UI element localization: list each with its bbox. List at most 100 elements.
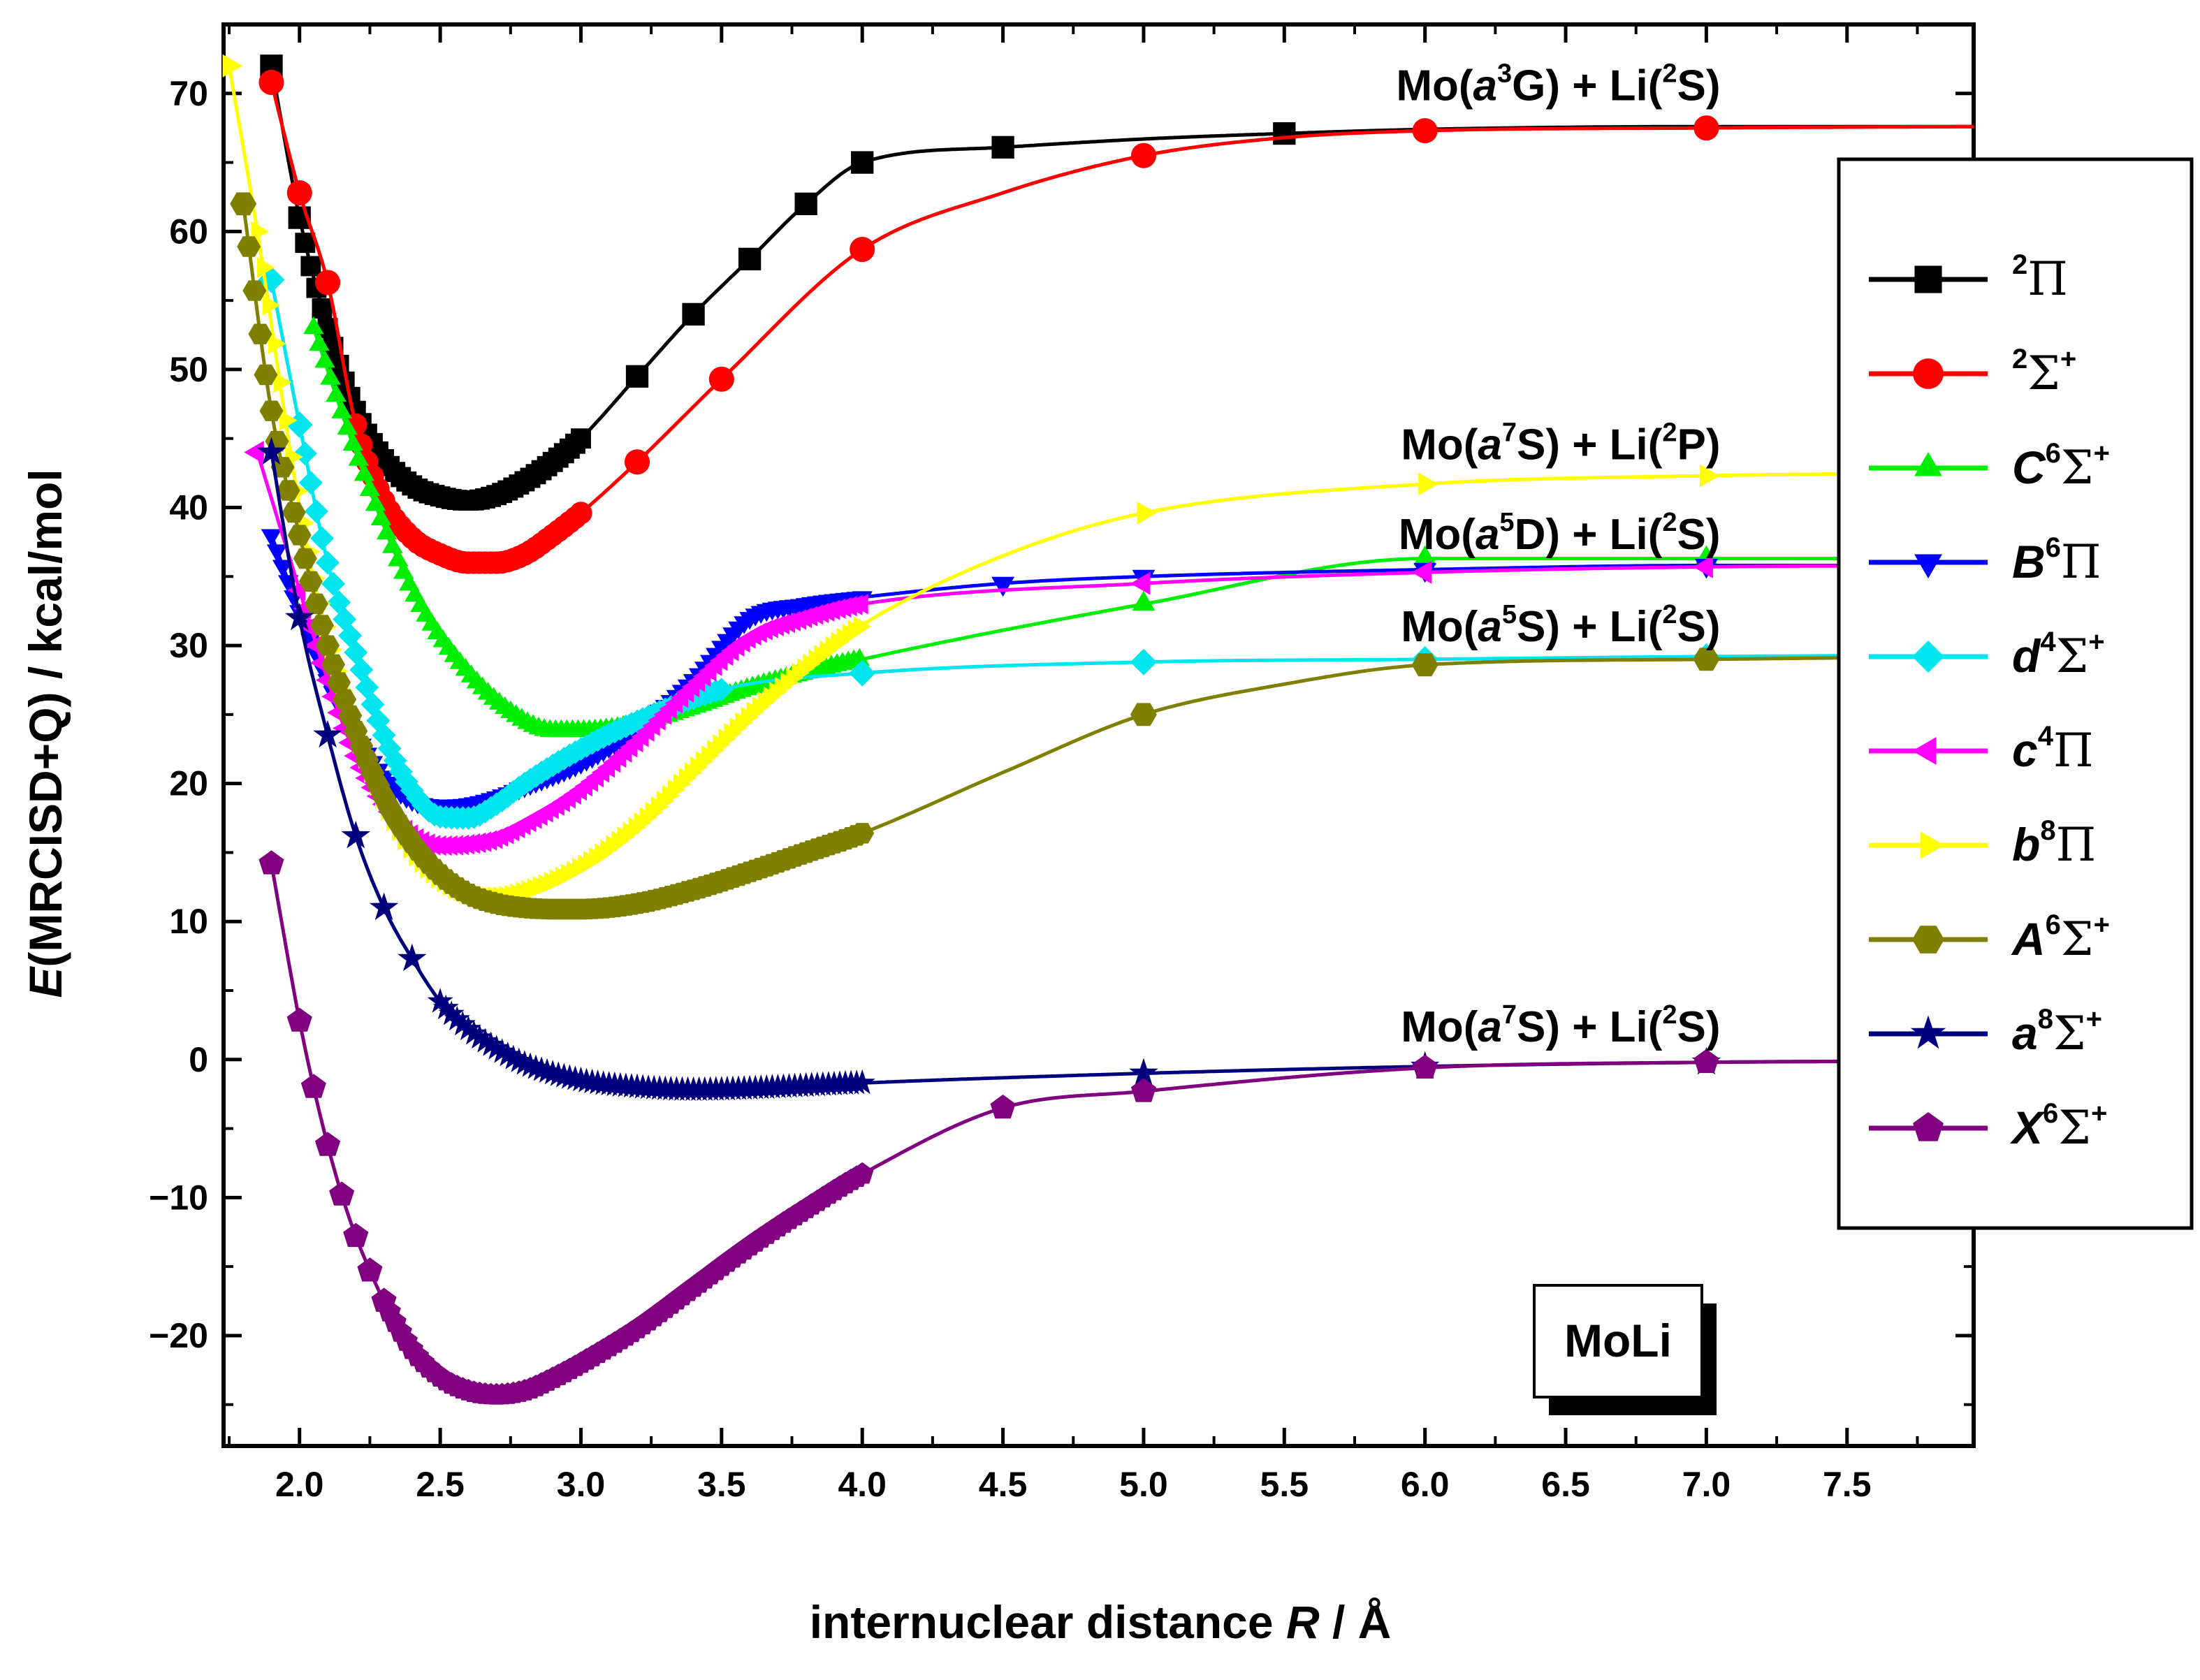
x-axis-title-prefix: internuclear distance: [810, 1596, 1286, 1648]
series-7: [230, 192, 1974, 920]
data-point: [370, 507, 392, 525]
legend-label: c4Π: [2012, 721, 2094, 777]
legend-item: A6Σ+: [1869, 910, 2110, 966]
data-point: [293, 441, 317, 466]
legend-symmetry: Π: [2053, 724, 2094, 777]
data-point: [849, 659, 876, 687]
x-tick-label: 2.5: [416, 1465, 465, 1504]
data-point: [455, 1015, 481, 1041]
data-point: [256, 257, 275, 278]
legend-letter: C: [2012, 441, 2046, 493]
data-point: [1411, 653, 1438, 677]
data-point: [1693, 555, 1713, 578]
dissociation-label-pre: Mo(: [1399, 511, 1476, 559]
data-point: [320, 367, 341, 385]
dissociation-label-post: S): [1677, 1003, 1721, 1051]
dissociation-label: Mo(a5S) + Li(2S): [1401, 600, 1720, 651]
x-tick-label: 3.0: [557, 1465, 606, 1504]
dissociation-label-a: a: [1476, 511, 1499, 559]
data-point: [303, 316, 324, 335]
data-point: [1693, 648, 1720, 671]
x-tick-label: 4.0: [838, 1465, 887, 1504]
legend-symmetry: Π: [2027, 252, 2068, 306]
legend-symmetry: Σ: [2027, 346, 2060, 400]
dissociation-label: Mo(a5D) + Li(2S): [1399, 508, 1721, 559]
dissociation-labels: Mo(a3G) + Li(2S)Mo(a7S) + Li(2P)Mo(a5D) …: [1396, 59, 1720, 1051]
data-point: [348, 448, 369, 466]
legend-multiplicity: 4: [2040, 627, 2056, 657]
molecule-label: MoLi: [1564, 1315, 1672, 1366]
legend-symmetry: Π: [2056, 818, 2097, 872]
legend-multiplicity: 4: [2038, 721, 2054, 752]
dissociation-label-a: a: [1473, 62, 1496, 110]
data-point: [276, 480, 300, 501]
data-point: [376, 521, 398, 540]
data-point: [1137, 502, 1157, 525]
data-point: [483, 1035, 510, 1060]
data-point: [991, 576, 1014, 597]
data-point: [381, 535, 403, 553]
dissociation-label-sup2: 2: [1662, 600, 1677, 629]
data-point: [1130, 143, 1156, 168]
data-point: [427, 988, 453, 1013]
dissociation-label-sup1: 3: [1497, 59, 1512, 89]
data-point: [316, 635, 340, 656]
data-point: [341, 820, 371, 849]
legend-label: a8Σ+: [2012, 1004, 2102, 1060]
data-point: [304, 635, 323, 656]
data-point: [287, 580, 306, 601]
molecule-label-box: MoLi: [1533, 1284, 1717, 1415]
dissociation-label-sup2: 2: [1662, 59, 1677, 89]
data-point: [850, 823, 875, 844]
y-tick-label: −20: [149, 1316, 208, 1355]
y-tick-label: 70: [169, 74, 208, 113]
legend-marker: [1914, 554, 1942, 578]
x-tick-label: 2.0: [275, 1465, 324, 1504]
data-point: [321, 654, 346, 675]
legend-label: A6Σ+: [2011, 910, 2110, 966]
data-point: [282, 502, 306, 523]
dissociation-label-sup2: 2: [1662, 1000, 1677, 1030]
data-point: [274, 372, 292, 393]
dissociation-label-pre: Mo(: [1396, 62, 1473, 110]
data-point: [237, 236, 261, 257]
x-tick-label: 5.0: [1119, 1465, 1168, 1504]
data-point: [314, 270, 341, 295]
legend-charge: +: [2091, 1098, 2107, 1129]
data-point: [369, 892, 399, 921]
y-axis-title-rest: (MRCISD+Q) / kcal/mol: [20, 469, 71, 967]
data-point: [853, 616, 872, 637]
legend-label: d4Σ+: [2012, 627, 2105, 683]
data-point: [354, 463, 375, 481]
y-tick-label: 0: [189, 1040, 208, 1079]
dissociation-label-pre: Mo(: [1401, 603, 1478, 651]
plot-frame: [221, 22, 1976, 1448]
legend-marker: [1910, 1015, 1946, 1049]
legend-label: 2Π: [2012, 249, 2068, 306]
y-axis-title: E(MRCISD+Q) / kcal/mol: [20, 469, 71, 998]
data-point: [244, 441, 264, 464]
data-point: [708, 366, 734, 392]
series-5: [244, 441, 1974, 856]
dissociation-label-mid: G) + Li(: [1512, 62, 1663, 110]
data-point: [990, 1094, 1016, 1119]
data-point: [849, 648, 870, 666]
legend-label: b8Π: [2012, 815, 2096, 872]
data-point: [298, 471, 323, 495]
data-point: [625, 365, 649, 388]
legend-item: 2Π: [1869, 249, 2068, 306]
data-point: [272, 560, 293, 578]
data-point: [478, 1031, 504, 1056]
data-point: [444, 1005, 470, 1031]
legend-box: [1837, 157, 2194, 1230]
data-point: [495, 1042, 521, 1067]
data-point: [460, 1020, 487, 1045]
x-axis-title-var: R: [1286, 1596, 1320, 1648]
data-point: [1411, 560, 1432, 584]
data-point: [357, 1257, 383, 1282]
data-point: [571, 428, 591, 449]
data-point: [1130, 571, 1151, 595]
data-point: [258, 69, 284, 96]
legend-symmetry: Σ: [2056, 629, 2089, 683]
